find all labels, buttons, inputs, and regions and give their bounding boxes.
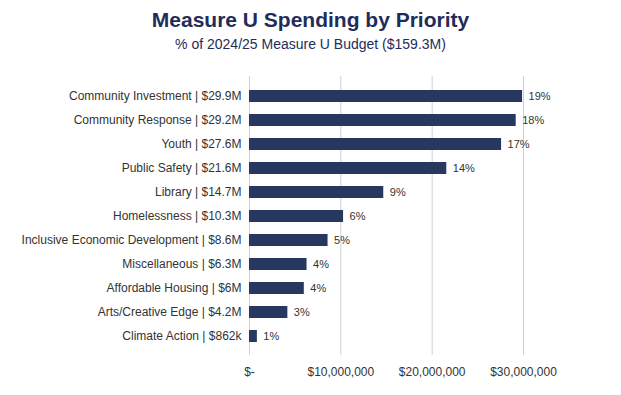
svg-text:Affordable Housing | $6M: Affordable Housing | $6M bbox=[107, 281, 242, 295]
svg-text:17%: 17% bbox=[508, 138, 530, 150]
svg-text:Homelessness | $10.3M: Homelessness | $10.3M bbox=[113, 209, 242, 223]
svg-text:5%: 5% bbox=[334, 234, 350, 246]
svg-text:19%: 19% bbox=[529, 90, 551, 102]
svg-text:4%: 4% bbox=[313, 258, 329, 270]
svg-text:14%: 14% bbox=[453, 162, 475, 174]
svg-text:Public Safety | $21.6M: Public Safety | $21.6M bbox=[122, 161, 242, 175]
svg-text:$10,000,000: $10,000,000 bbox=[307, 365, 374, 379]
svg-text:$-: $- bbox=[244, 365, 255, 379]
svg-text:Youth | $27.6M: Youth | $27.6M bbox=[161, 137, 241, 151]
html-text:% of 2024/25 Measure U Budget: % of 2024/25 Measure U Budget ($159.3M) bbox=[175, 36, 446, 52]
svg-text:$20,000,000: $20,000,000 bbox=[399, 365, 466, 379]
svg-text:6%: 6% bbox=[350, 210, 366, 222]
svg-text:Community Response | $29.2M: Community Response | $29.2M bbox=[74, 113, 242, 127]
svg-text:Community Investment | $29.9M: Community Investment | $29.9M bbox=[69, 89, 242, 103]
html-text:Measure U Spending by Priority: Measure U Spending by Priority bbox=[151, 8, 470, 31]
svg-text:Miscellaneous | $6.3M: Miscellaneous | $6.3M bbox=[122, 257, 241, 271]
svg-text:$30,000,000: $30,000,000 bbox=[490, 365, 557, 379]
svg-text:18%: 18% bbox=[522, 114, 544, 126]
svg-text:Inclusive Economic Development: Inclusive Economic Development | $8.6M bbox=[22, 233, 242, 247]
svg-text:Library | $14.7M: Library | $14.7M bbox=[155, 185, 242, 199]
svg-text:9%: 9% bbox=[390, 186, 406, 198]
svg-text:Arts/Creative Edge | $4.2M: Arts/Creative Edge | $4.2M bbox=[98, 305, 242, 319]
svg-text:3%: 3% bbox=[294, 306, 310, 318]
svg-text:Climate Action | $862k: Climate Action | $862k bbox=[122, 329, 242, 343]
svg-text:1%: 1% bbox=[263, 330, 279, 342]
svg-text:4%: 4% bbox=[310, 282, 326, 294]
